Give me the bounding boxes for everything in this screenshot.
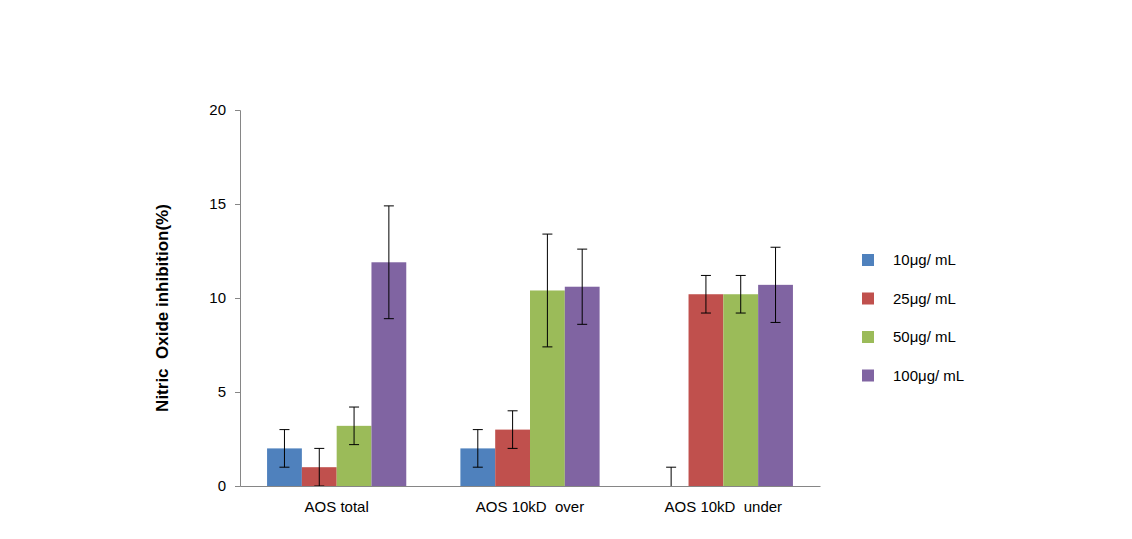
y-tick: 5 [218,383,240,400]
error-bar-cap [314,486,324,487]
error-bar [314,448,324,486]
error-bar-cap [349,444,359,445]
error-bar [736,275,746,313]
y-tick-label: 20 [209,101,226,118]
error-bar-cap [473,429,483,430]
error-bar-cap [508,448,518,449]
legend-label: 100μg/ mL [893,367,964,384]
legend-label: 10μg/ mL [893,251,956,268]
x-tick: AOS 10kD under [665,486,783,515]
error-bar [279,430,289,468]
error-bar-stem [319,448,320,486]
error-bar-cap [279,429,289,430]
legend-label: 50μg/ mL [893,328,956,345]
error-bar-cap [279,467,289,468]
series [302,275,723,486]
error-bar [349,407,359,445]
error-bar-cap [508,410,518,411]
legend-item: 25μg/ mL [862,290,956,307]
y-tick-label: 15 [209,195,226,212]
legend-swatch [862,370,874,382]
error-bar-cap [384,205,394,206]
bar [689,294,724,486]
y-axis-title: Nitric Oxide inhibition(%) [153,204,172,412]
legend-swatch [862,331,874,343]
x-tick: AOS 10kD over [476,486,584,515]
error-bar-cap [577,324,587,325]
error-bar-cap [542,234,552,235]
legend-swatch [862,254,874,266]
error-bar-stem [477,430,478,468]
error-bar-stem [512,411,513,449]
error-bar-cap [542,346,552,347]
y-tick-label: 5 [218,383,226,400]
y-tick-mark [235,204,240,205]
error-bar [473,430,483,468]
y-tick-label: 0 [218,477,226,494]
y-tick-mark [235,298,240,299]
error-bar-cap [473,467,483,468]
error-bar-cap [701,313,711,314]
series [267,430,676,486]
y-tick: 15 [209,195,240,212]
error-bar-stem [284,430,285,468]
error-bar-cap [666,467,676,468]
error-bar [701,275,711,313]
error-bar-cap [771,322,781,323]
error-bar-cap [577,249,587,250]
chart: 0 5 10 15 20 AOS total AOS 10kD over AOS 10kD u… [0,0,1132,539]
x-axis: AOS total AOS 10kD over AOS 10kD under [241,486,821,515]
legend-item: 50μg/ mL [862,328,956,345]
legend-item: 100μg/ mL [862,367,964,384]
error-bar-stem [740,275,741,313]
x-tick: AOS total [305,486,369,515]
y-tick: 10 [209,289,240,306]
error-bar-stem [671,467,672,486]
error-bar-stem [547,234,548,347]
error-bar [577,249,587,324]
x-tick-label: AOS 10kD under [665,498,783,515]
y-tick-mark [235,110,240,111]
error-bar [508,411,518,449]
error-bar-cap [701,275,711,276]
error-bar-cap [771,247,781,248]
error-bar [542,234,552,347]
series [371,206,792,486]
error-bar [384,206,394,319]
error-bar-stem [775,247,776,322]
error-bar-cap [736,313,746,314]
x-tick-label: AOS total [305,498,369,515]
error-bar-stem [582,249,583,324]
legend-label: 25μg/ mL [893,290,956,307]
error-bar-stem [354,407,355,445]
error-bar [666,467,676,486]
y-tick-mark [235,392,240,393]
error-bar-cap [349,407,359,408]
series [337,234,758,486]
y-axis-line [235,111,241,487]
x-tick-label: AOS 10kD over [476,498,584,515]
error-bar-cap [314,448,324,449]
legend-swatch [862,293,874,305]
y-tick-label: 10 [209,289,226,306]
error-bar-cap [384,318,394,319]
legend-item: 10μg/ mL [862,251,956,268]
error-bar-cap [736,275,746,276]
y-tick-mark [235,486,240,487]
legend: 10μg/ mL 25μg/ mL 50μg/ mL 100μg/ mL [862,251,964,384]
x-axis-line [241,486,821,487]
plot-area [267,206,793,486]
y-axis: 0 5 10 15 20 [209,101,240,494]
error-bar-stem [705,275,706,313]
bar [723,294,758,486]
y-tick: 0 [218,477,240,494]
error-bar-stem [388,206,389,319]
error-bar [771,247,781,322]
y-tick: 20 [209,101,240,118]
